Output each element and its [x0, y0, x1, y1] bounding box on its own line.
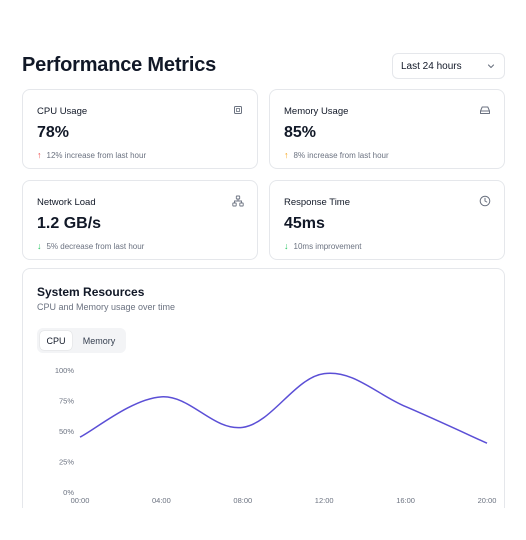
metric-trend: ↑ 12% increase from last hour [37, 150, 146, 160]
metric-value: 78% [37, 124, 70, 141]
cpu-series-line [79, 372, 488, 444]
metric-trend-text: 10ms improvement [293, 241, 362, 251]
y-tick-label: 75% [59, 397, 74, 406]
arrow-up-icon: ↑ [284, 150, 289, 160]
tab-cpu[interactable]: CPU [40, 331, 72, 350]
metric-value: 1.2 GB/s [37, 215, 102, 232]
section-subtitle: CPU and Memory usage over time [37, 302, 176, 312]
metric-value: 45ms [284, 215, 325, 232]
metric-trend: ↓ 5% decrease from last hour [37, 241, 144, 251]
x-tick-label: 00:00 [71, 496, 90, 505]
y-tick-label: 25% [59, 458, 74, 467]
cpu-usage-line-chart: 100% 75% 50% 25% 0%00:00 04:00 08:00 12:00 16:00… [55, 366, 497, 505]
metric-trend-text: 12% increase from last hour [46, 150, 147, 160]
metric-label: CPU Usage [37, 106, 88, 117]
tab-memory[interactable]: Memory [82, 335, 116, 346]
hard-drive-icon [480, 106, 490, 114]
metric-label: Memory Usage [284, 106, 349, 117]
arrow-down-icon: ↓ [37, 241, 42, 251]
metric-card-network: Network Load 1.2 GB/s ↓ 5% decrease from… [22, 180, 258, 260]
x-tick-label: 04:00 [152, 496, 171, 505]
clock-icon [479, 195, 491, 207]
x-tick-label: 12:00 [315, 496, 334, 505]
cpu-icon [234, 106, 242, 114]
x-tick-label: 16:00 [396, 496, 415, 505]
system-resources-card: System Resources CPU and Memory usage ov… [22, 268, 505, 508]
network-icon [232, 195, 244, 207]
arrow-down-icon: ↓ [284, 241, 289, 251]
y-tick-label: 100% [55, 366, 75, 375]
resource-tabs: CPU Memory [37, 328, 126, 353]
metric-trend-text: 8% increase from last hour [293, 150, 389, 160]
page-title: Performance Metrics [22, 54, 217, 76]
section-title: System Resources [37, 285, 145, 299]
metric-value: 85% [284, 124, 317, 141]
metric-label: Response Time [284, 197, 351, 208]
metric-trend: ↓ 10ms improvement [284, 241, 362, 251]
metric-trend: ↑ 8% increase from last hour [284, 150, 389, 160]
metric-card-response-time: Response Time 45ms ↓ 10ms improvement [269, 180, 505, 260]
y-tick-label: 0% [63, 488, 74, 497]
chevron-down-icon [487, 64, 495, 69]
metric-label: Network Load [37, 197, 96, 208]
metric-trend-text: 5% decrease from last hour [46, 241, 145, 251]
y-tick-label: 50% [59, 427, 74, 436]
time-range-select[interactable]: Last 24 hours [392, 53, 505, 79]
arrow-up-icon: ↑ [37, 150, 42, 160]
metric-card-memory: Memory Usage 85% ↑ 8% increase from last… [269, 89, 505, 169]
metric-card-cpu: CPU Usage 78% ↑ 12% increase from last h… [22, 89, 258, 169]
time-range-value: Last 24 hours [401, 60, 462, 72]
x-tick-label: 08:00 [233, 496, 252, 505]
x-tick-label: 20:00 [478, 496, 497, 505]
